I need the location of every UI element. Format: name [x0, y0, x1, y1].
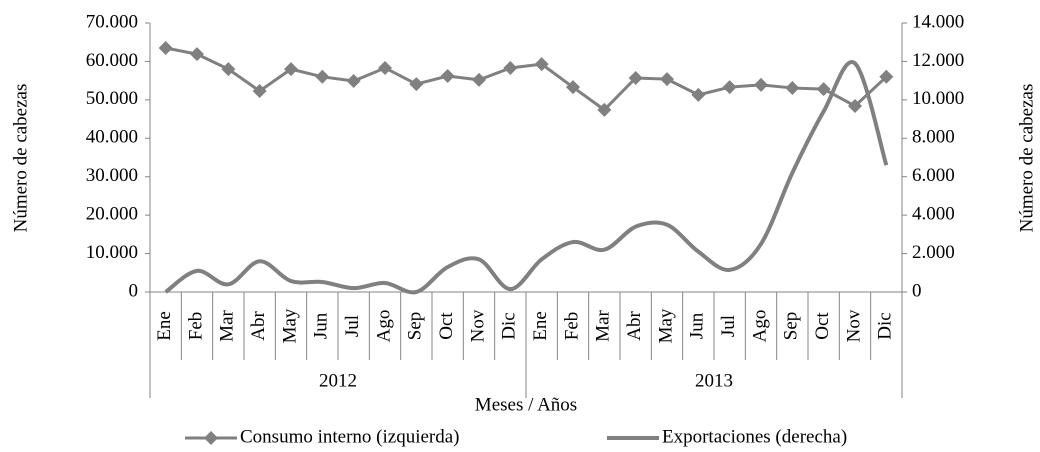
marker: [346, 74, 361, 89]
y2-tick-label: 8.000: [912, 127, 955, 148]
marker: [409, 77, 424, 92]
marker: [440, 69, 455, 84]
series-line: [164, 60, 889, 295]
x-tick-label: Dic: [875, 312, 896, 339]
y2-tick-label: 14.000: [912, 11, 964, 32]
x-tick-label: Nov: [843, 309, 864, 342]
x-tick-label: Jul: [342, 315, 363, 337]
series-line: [165, 46, 888, 112]
marker: [879, 69, 894, 84]
legend-label: Exportaciones (derecha): [662, 426, 847, 447]
x-tick-label: May: [279, 308, 300, 343]
legend-marker: [204, 431, 218, 445]
marker: [785, 80, 800, 95]
marker: [284, 62, 298, 77]
y-tick-label: 30.000: [86, 165, 138, 186]
x-tick-label: Ago: [373, 310, 394, 343]
marker: [848, 99, 862, 114]
marker: [660, 72, 674, 87]
y2-tick-label: 10.000: [912, 88, 964, 109]
marker: [190, 47, 204, 62]
x-tick-label: Mar: [217, 310, 238, 342]
y-tick-label: 70.000: [86, 11, 138, 32]
y2-tick-label: 0: [912, 280, 922, 301]
x-tick-label: Jul: [718, 315, 739, 337]
marker: [722, 80, 737, 95]
x-tick-label: Oct: [812, 312, 833, 340]
x-tick-label: Jun: [311, 312, 332, 339]
x-tick-label: Abr: [248, 311, 269, 341]
y-tick-label: 0: [129, 280, 139, 301]
x-tick-label: Dic: [499, 312, 520, 339]
marker: [378, 60, 392, 75]
y2-tick-label: 12.000: [912, 50, 964, 71]
legend-label: Consumo interno (izquierda): [240, 426, 460, 447]
marker: [566, 80, 580, 95]
x-tick-label: Jun: [687, 312, 708, 339]
x-tick-label: Ago: [749, 310, 770, 343]
x-tick-label: Sep: [405, 312, 426, 341]
y2-axis-label: Número de cabezas: [1016, 84, 1037, 233]
y-tick-label: 40.000: [86, 127, 138, 148]
marker: [472, 72, 486, 87]
marker: [315, 69, 330, 84]
marker: [691, 87, 706, 102]
y-axis-label: Número de cabezas: [10, 84, 31, 233]
y-tick-label: 60.000: [86, 50, 138, 71]
x-tick-label: Ene: [530, 311, 551, 341]
y2-tick-label: 2.000: [912, 242, 955, 263]
x-tick-label: Oct: [436, 312, 457, 340]
group-label: 2013: [695, 370, 733, 391]
y2-tick-label: 6.000: [912, 165, 955, 186]
marker: [221, 62, 236, 77]
marker: [534, 57, 549, 72]
marker: [754, 77, 768, 92]
marker: [816, 82, 831, 97]
x-tick-label: Abr: [624, 311, 645, 341]
marker: [597, 102, 612, 117]
x-tick-label: Nov: [467, 309, 488, 342]
group-label: 2012: [319, 370, 357, 391]
y-tick-label: 20.000: [86, 204, 138, 225]
y-tick-label: 50.000: [86, 88, 138, 109]
marker: [628, 70, 643, 85]
x-tick-label: Sep: [781, 312, 802, 341]
x-axis-label: Meses / Años: [475, 394, 577, 415]
marker: [158, 40, 173, 55]
x-tick-label: May: [655, 308, 676, 343]
x-tick-label: Feb: [561, 312, 582, 341]
x-tick-label: Ene: [154, 311, 175, 341]
x-tick-label: Feb: [185, 312, 206, 341]
x-tick-label: Mar: [593, 310, 614, 342]
y-tick-label: 10.000: [86, 242, 138, 263]
marker: [252, 84, 267, 99]
y2-tick-label: 4.000: [912, 204, 955, 225]
marker: [503, 60, 518, 75]
